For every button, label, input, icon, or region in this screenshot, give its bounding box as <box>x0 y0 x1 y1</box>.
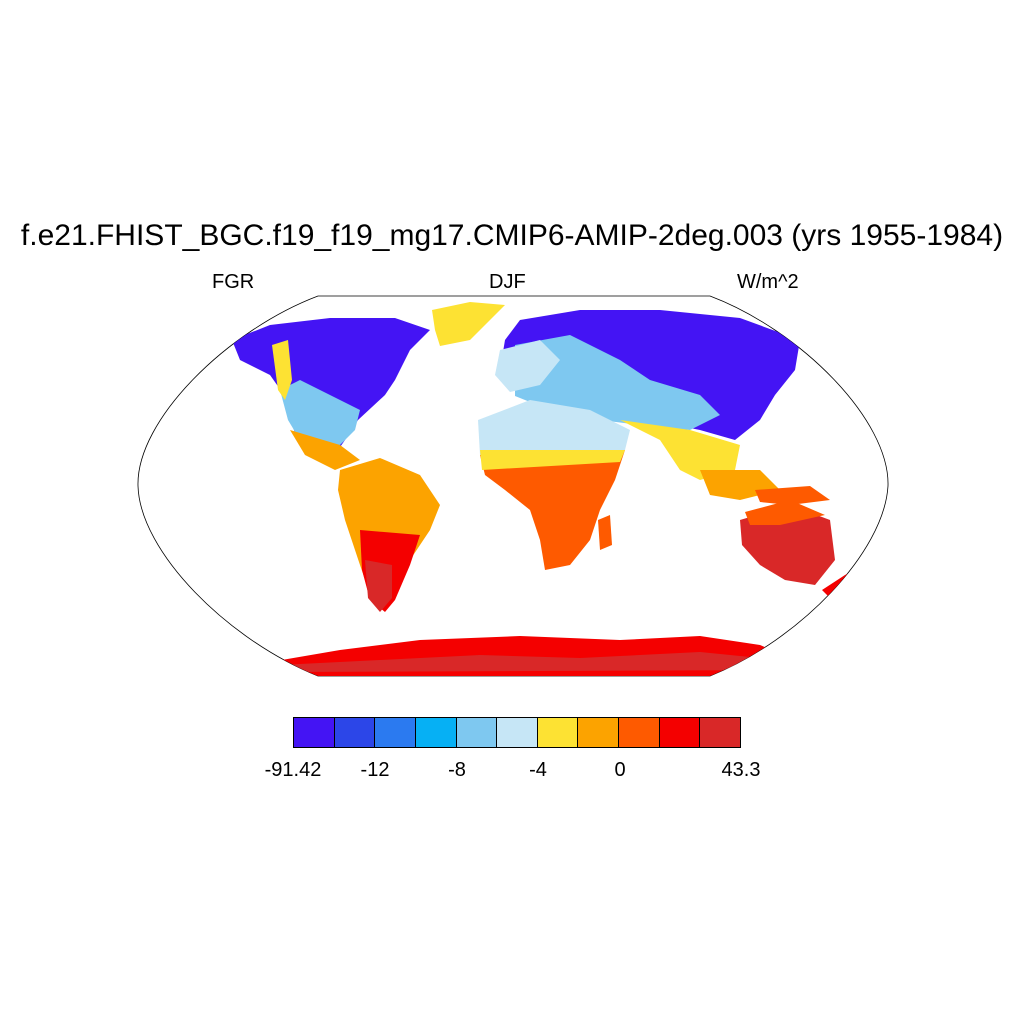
europe-region <box>495 340 560 392</box>
colorbar-tick-label: 43.3 <box>721 759 761 781</box>
map-title: f.e21.FHIST_BGC.f19_f19_mg17.CMIP6-AMIP-… <box>20 219 1004 252</box>
colorbar-swatch <box>700 718 741 747</box>
colorbar-tick-label: -91.42 <box>264 759 322 781</box>
colorbar-swatch <box>497 718 538 747</box>
patagonia-region <box>365 560 392 612</box>
madagascar-region <box>598 515 612 550</box>
colorbar-swatch <box>415 718 457 747</box>
colorbar-swatch <box>659 718 701 747</box>
north-america-south <box>280 380 360 445</box>
antarctica-band <box>280 652 780 672</box>
colorbar-swatch <box>537 718 579 747</box>
colorbar-swatch <box>619 718 660 747</box>
greenland-region <box>432 302 505 346</box>
mexico-region <box>290 430 360 470</box>
north-america-coast <box>272 340 292 400</box>
colorbar-tick-label: -8 <box>448 759 466 781</box>
colorbar-swatch <box>456 718 498 747</box>
north-africa-region <box>478 400 630 455</box>
colorbar-swatch <box>294 718 335 747</box>
sahel-region <box>480 450 625 470</box>
colorbar-swatch <box>375 718 416 747</box>
colorbar-swatch <box>578 718 620 747</box>
colorbar <box>293 717 741 748</box>
colorbar-tick-label: -4 <box>529 759 547 781</box>
indonesia-region <box>755 486 830 505</box>
units-label: W/m^2 <box>737 271 799 293</box>
colorbar-swatch <box>334 718 376 747</box>
colorbar-tick-label: -12 <box>360 759 390 781</box>
variable-label: FGR <box>212 271 255 293</box>
south-asia-region <box>620 420 740 480</box>
australia-north <box>745 500 825 525</box>
africa-region <box>480 450 625 570</box>
season-label: DJF <box>489 271 526 293</box>
colorbar-tick-label: 0 <box>614 759 626 781</box>
